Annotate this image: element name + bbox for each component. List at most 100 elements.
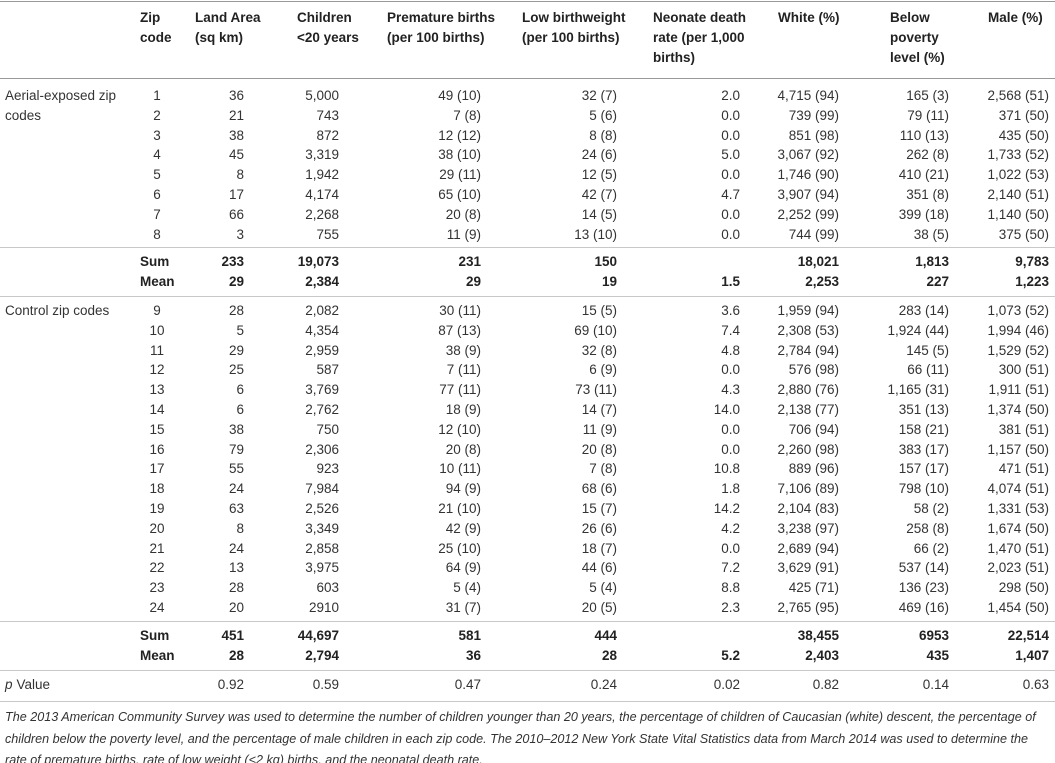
cell: 165 (3) <box>906 88 949 103</box>
p-value-cell: 0.14 <box>922 677 949 692</box>
cell: 157 (17) <box>898 461 949 477</box>
cell: 2,252 (99) <box>777 206 839 222</box>
cell: 300 (51) <box>998 362 1049 378</box>
sum-cell: 38,455 <box>797 628 839 643</box>
sum-cell: 22,514 <box>1007 628 1049 643</box>
cell: 8 <box>236 167 244 183</box>
mean-cell: 5.2 <box>721 648 740 663</box>
cell: 1,942 <box>305 167 339 183</box>
cell: 38 <box>228 421 244 437</box>
cell: 4.7 <box>721 187 740 202</box>
cell: 145 (5) <box>906 342 949 358</box>
cell: 4,715 (94) <box>777 88 839 103</box>
cell: 798 (10) <box>898 481 949 497</box>
cell: 21 <box>149 540 165 556</box>
cell: 2,306 <box>305 441 339 457</box>
p-value-cell: 0.63 <box>1022 677 1049 692</box>
column-header: Below poverty level (%) <box>890 10 945 65</box>
cell: 4,354 <box>305 322 339 338</box>
cell: 1,924 (44) <box>887 322 949 338</box>
cell: 923 <box>316 461 339 477</box>
cell: 1,733 (52) <box>987 147 1049 163</box>
cell: 12 <box>149 362 165 378</box>
cell: 8 (8) <box>589 127 617 143</box>
cell: 1,470 (51) <box>987 540 1049 556</box>
cell: 10.8 <box>713 461 740 477</box>
cell: 25 <box>228 362 244 378</box>
cell: 2,765 (95) <box>777 600 839 615</box>
p-label: Value <box>16 677 51 692</box>
cell: 6 <box>236 402 244 417</box>
sum-cell: 444 <box>594 628 617 643</box>
cell: 2.3 <box>721 600 740 615</box>
cell: 5 (6) <box>589 107 617 123</box>
cell: 10 (11) <box>439 461 481 477</box>
cell: 4,174 <box>305 187 339 202</box>
sum-cell: 231 <box>458 254 481 269</box>
cell: 6 <box>236 382 244 398</box>
cell: 20 (8) <box>581 441 617 457</box>
cell: 14 (7) <box>581 402 617 417</box>
cell: 136 (23) <box>898 580 949 596</box>
cell: 2,880 (76) <box>777 382 839 398</box>
mean-cell: 28 <box>601 648 617 663</box>
cell: 4,074 (51) <box>987 481 1049 497</box>
cell: 410 (21) <box>898 167 949 183</box>
column-header: Neonate death rate (per 1,000 births) <box>653 10 747 65</box>
cell: 1,374 (50) <box>987 402 1049 417</box>
cell: 12 (10) <box>438 421 481 437</box>
sum-cell: 581 <box>458 628 481 643</box>
cell: 20 <box>228 600 244 615</box>
cell: 283 (14) <box>898 303 949 318</box>
cell: 55 <box>228 461 244 477</box>
mean-cell: 2,253 <box>805 274 839 289</box>
cell: 11 <box>149 342 164 358</box>
cell: 7.4 <box>721 322 740 338</box>
cell: 73 (11) <box>575 382 617 398</box>
cell: 3.6 <box>721 303 740 318</box>
cell: 13 <box>149 382 165 398</box>
sum-cell: 44,697 <box>297 628 339 643</box>
cell: 21 (10) <box>438 501 481 516</box>
cell: 425 (71) <box>788 580 839 596</box>
cell: 13 (10) <box>574 226 617 242</box>
cell: 13 <box>228 560 244 576</box>
mean-cell: 29 <box>465 274 481 289</box>
cell: 537 (14) <box>898 560 949 576</box>
cell: 3,067 (92) <box>777 147 839 163</box>
cell: 4.8 <box>721 342 740 358</box>
p-value-cell: 0.82 <box>812 677 839 692</box>
cell: 14 <box>149 402 165 417</box>
sum-label: Sum <box>140 628 170 643</box>
mean-cell: 2,384 <box>305 274 339 289</box>
cell: 0.0 <box>721 441 740 457</box>
cell: 1 <box>153 88 161 103</box>
cell: 0.0 <box>721 127 740 143</box>
cell: 38 (5) <box>913 226 949 242</box>
cell: 22 <box>149 560 165 576</box>
cell: 69 (10) <box>574 322 617 338</box>
mean-cell: 36 <box>465 648 481 663</box>
cell: 889 (96) <box>788 461 839 477</box>
cell: 24 <box>228 540 244 556</box>
cell: 750 <box>316 421 339 437</box>
cell: 1,674 (50) <box>987 520 1049 536</box>
cell: 603 <box>316 580 339 596</box>
cell: 739 (99) <box>788 107 839 123</box>
cell: 11 (9) <box>446 226 481 242</box>
mean-cell: 2,794 <box>305 648 339 663</box>
cell: 5,000 <box>305 88 339 103</box>
cell: 744 (99) <box>788 226 839 242</box>
rule <box>0 247 1055 248</box>
cell: 24 (6) <box>581 147 617 163</box>
column-header: Premature births (per 100 births) <box>387 10 496 45</box>
cell: 375 (50) <box>998 226 1049 242</box>
mean-cell: 1,407 <box>1015 648 1049 663</box>
cell: 2,104 (83) <box>777 501 839 516</box>
cell: 2,858 <box>305 540 339 556</box>
cell: 7 (8) <box>589 461 617 477</box>
cell: 32 (8) <box>581 342 617 358</box>
p-value-cell: 0.59 <box>312 677 339 692</box>
cell: 25 (10) <box>438 540 481 556</box>
